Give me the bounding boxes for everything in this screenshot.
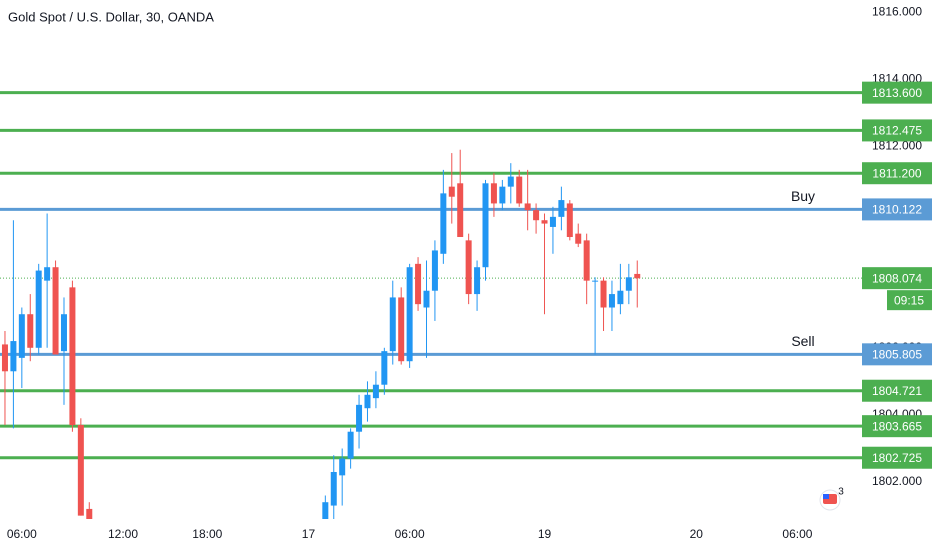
- candle-body: [549, 216, 556, 227]
- candle-body: [499, 186, 506, 204]
- candle-body: [617, 290, 624, 305]
- candle-body: [507, 176, 514, 187]
- level-price-box: [862, 81, 932, 104]
- candle-body: [600, 280, 607, 308]
- level-price-label: 1804.721: [872, 384, 922, 398]
- candle-body: [415, 263, 422, 305]
- level-price-box: [862, 162, 932, 185]
- candle-body: [482, 183, 489, 268]
- level-layer: [0, 91, 862, 460]
- last-price-box: [862, 267, 932, 290]
- candle-body: [44, 267, 51, 281]
- notification-icon[interactable]: 3: [819, 487, 844, 511]
- candle-body: [583, 240, 590, 281]
- x-tick-label: 06:00: [395, 527, 425, 541]
- level-price-label: 1811.200: [872, 166, 921, 180]
- candle-body: [35, 270, 42, 348]
- candle-body: [431, 250, 438, 291]
- candle-body: [566, 203, 573, 238]
- candle-body: [372, 384, 379, 399]
- candle-body: [398, 297, 405, 362]
- candle-body: [474, 267, 481, 295]
- candle-body: [608, 294, 615, 308]
- level-name: Sell: [791, 333, 814, 349]
- candle-body: [339, 458, 346, 476]
- x-tick-label: 18:00: [192, 527, 222, 541]
- candle-body: [77, 424, 84, 516]
- level-price-label: 1802.725: [872, 451, 922, 465]
- candle-body: [1, 344, 8, 372]
- candle-body: [457, 183, 464, 238]
- candle-body: [330, 471, 337, 506]
- level-price-box: [862, 379, 932, 402]
- x-tick-label: 12:00: [108, 527, 138, 541]
- candle-body: [356, 404, 363, 432]
- x-tick-label: 17: [302, 527, 316, 541]
- x-tick-label: 19: [538, 527, 552, 541]
- x-tick-label: 06:00: [782, 527, 812, 541]
- level-price-box: [862, 343, 932, 366]
- candle-layer: [1, 149, 641, 519]
- level-price-label: 1805.805: [872, 348, 922, 362]
- candle-body: [381, 351, 388, 385]
- candle-body: [533, 210, 540, 221]
- candle-body: [541, 220, 548, 224]
- candle-body: [592, 280, 599, 282]
- y-tick-label: 1802.000: [872, 474, 922, 488]
- candle-body: [389, 297, 396, 352]
- level-price-label: 1803.665: [872, 419, 922, 433]
- x-tick-label: 20: [690, 527, 704, 541]
- level-price-label: 1813.600: [872, 86, 922, 100]
- candle-body: [490, 183, 497, 204]
- candle-body: [364, 394, 371, 409]
- candle-body: [10, 341, 17, 372]
- candle-body: [558, 200, 565, 217]
- candle-body: [60, 314, 67, 352]
- candle-body: [465, 240, 472, 295]
- candle-body: [18, 314, 25, 358]
- candle-body: [524, 203, 531, 211]
- level-price-box: [862, 198, 932, 221]
- chart-title: Gold Spot / U.S. Dollar, 30, OANDA: [8, 9, 214, 24]
- level-price-box: [862, 446, 932, 469]
- candle-body: [448, 186, 455, 197]
- candle-body: [86, 508, 93, 519]
- candle-body: [347, 431, 354, 459]
- candle-body: [625, 277, 632, 291]
- candle-body: [423, 290, 430, 308]
- y-tick-label: 1816.000: [872, 4, 922, 18]
- level-price-box: [862, 119, 932, 142]
- candle-body: [322, 502, 329, 519]
- candle-body: [69, 287, 76, 425]
- x-tick-label: 06:00: [7, 527, 37, 541]
- candle-body: [575, 233, 582, 244]
- candle-body: [52, 267, 59, 355]
- candle-body: [440, 193, 447, 254]
- candle-body: [406, 267, 413, 362]
- icon-flag-canton: [823, 494, 829, 499]
- countdown-label: 09:15: [894, 293, 924, 307]
- candle-body: [27, 314, 34, 348]
- level-price-label: 1810.122: [872, 203, 922, 217]
- countdown-box: [887, 290, 932, 311]
- level-name: Buy: [791, 188, 815, 204]
- y-tick-label: 1812.000: [872, 139, 922, 153]
- notification-count: 3: [838, 487, 844, 498]
- candle-body: [634, 273, 641, 279]
- level-price-label: 1812.475: [872, 124, 922, 138]
- level-price-box: [862, 415, 932, 438]
- label-layer: 1813.600 1812.475 1811.200 1810.122 Buy 1805.…: [791, 81, 932, 469]
- last-price-label: 1808.074: [872, 271, 922, 285]
- candle-body: [516, 176, 523, 204]
